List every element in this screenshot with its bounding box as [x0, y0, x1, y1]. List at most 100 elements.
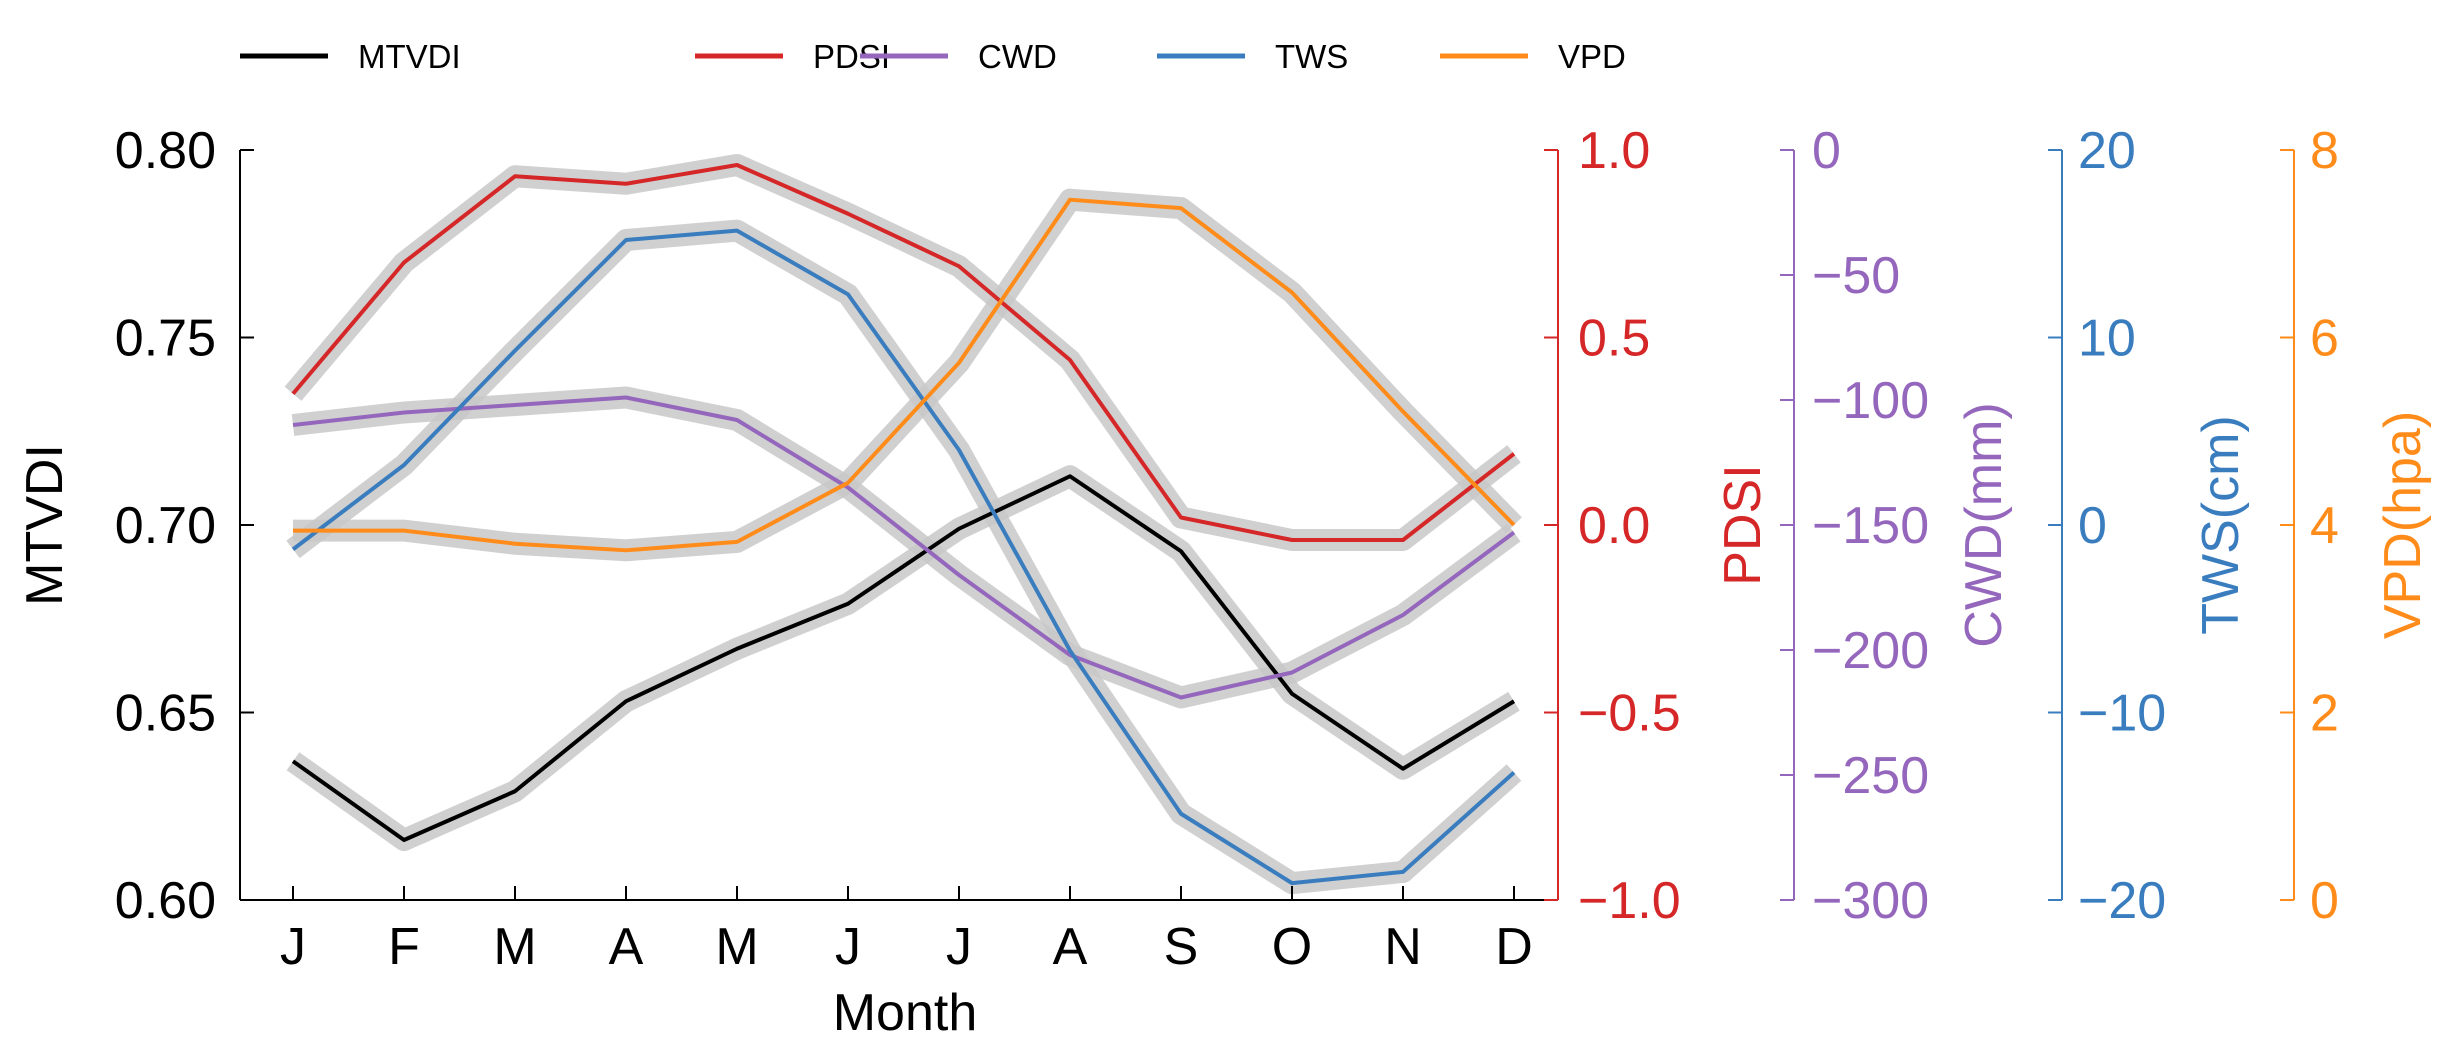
point-pdsi-11 — [1512, 452, 1516, 456]
point-cwd-0 — [291, 423, 295, 427]
y-tick-label-tws-1: −10 — [2078, 685, 2166, 743]
x-axis-title: Month — [833, 984, 978, 1042]
x-tick-label-3: A — [609, 918, 644, 976]
point-tws-11 — [1512, 771, 1516, 775]
y-axis-title-pdsi: PDSI — [1714, 464, 1772, 585]
point-mtvdi-9 — [1290, 692, 1294, 696]
point-vpd-2 — [513, 542, 517, 546]
y-tick-label-cwd-3: −150 — [1812, 497, 1929, 555]
point-vpd-11 — [1512, 523, 1516, 527]
point-mtvdi-4 — [735, 647, 739, 651]
y-tick-label-pdsi-3: 0.5 — [1578, 310, 1650, 368]
point-pdsi-10 — [1401, 538, 1405, 542]
point-vpd-0 — [291, 529, 295, 533]
point-pdsi-9 — [1290, 538, 1294, 542]
y-tick-label-cwd-1: −250 — [1812, 747, 1929, 805]
point-mtvdi-7 — [1068, 474, 1072, 478]
point-pdsi-1 — [402, 261, 406, 265]
x-tick-label-8: S — [1164, 918, 1199, 976]
chart-axes: 0.60 0.65 0.70 0.75 0.80 MTVDI J F M A M J J A S O N D Mon… — [16, 122, 2432, 1042]
x-tick-label-11: D — [1495, 918, 1533, 976]
point-cwd-10 — [1401, 613, 1405, 617]
x-tick-label-4: M — [715, 918, 758, 976]
point-mtvdi-5 — [846, 602, 850, 606]
uncertainty-bands — [284, 154, 1522, 895]
point-cwd-1 — [402, 411, 406, 415]
point-tws-0 — [291, 547, 295, 551]
chart-legend: MTVDI PDSI CWD TWS VPD — [240, 38, 1626, 75]
y-tick-label-cwd-6: 0 — [1812, 122, 1841, 180]
series-lines — [291, 163, 1516, 886]
y-tick-label-vpd-2: 4 — [2310, 497, 2339, 555]
point-pdsi-4 — [735, 163, 739, 167]
y-tick-label-mtvdi-3: 0.75 — [115, 310, 216, 368]
x-tick-label-7: A — [1053, 918, 1088, 976]
line-pdsi — [291, 163, 1516, 542]
point-pdsi-6 — [957, 264, 961, 268]
point-vpd-4 — [735, 540, 739, 544]
point-mtvdi-11 — [1512, 699, 1516, 703]
point-vpd-1 — [402, 529, 406, 533]
y-tick-label-mtvdi-2: 0.70 — [115, 497, 216, 555]
y-tick-label-vpd-4: 8 — [2310, 122, 2339, 180]
line-cwd — [292, 395, 1516, 700]
point-tws-5 — [846, 292, 850, 296]
point-mtvdi-8 — [1179, 549, 1183, 553]
line-tws — [291, 228, 1516, 886]
point-cwd-6 — [957, 573, 961, 577]
point-pdsi-8 — [1179, 516, 1183, 520]
x-tick-label-0: J — [280, 918, 306, 976]
legend-label-vpd: VPD — [1558, 38, 1626, 75]
point-vpd-5 — [846, 481, 850, 485]
y-tick-label-cwd-4: −100 — [1812, 372, 1929, 430]
legend-label-cwd: CWD — [978, 38, 1057, 75]
line-mtvdi — [291, 474, 1516, 842]
y-tick-label-pdsi-4: 1.0 — [1578, 122, 1650, 180]
point-pdsi-7 — [1068, 358, 1072, 362]
point-tws-2 — [513, 349, 517, 353]
y-tick-label-pdsi-2: 0.0 — [1578, 497, 1650, 555]
point-vpd-9 — [1290, 291, 1294, 295]
x-tick-label-6: J — [946, 918, 972, 976]
y-tick-label-mtvdi-4: 0.80 — [115, 122, 216, 180]
point-mtvdi-10 — [1401, 767, 1405, 771]
x-tick-label-10: N — [1384, 918, 1422, 976]
point-mtvdi-2 — [513, 789, 517, 793]
point-cwd-4 — [735, 418, 739, 422]
point-vpd-7 — [1068, 198, 1072, 202]
x-tick-label-9: O — [1272, 918, 1312, 976]
legend-label-mtvdi: MTVDI — [358, 38, 461, 75]
point-tws-8 — [1179, 812, 1183, 816]
point-cwd-2 — [513, 403, 517, 407]
y-tick-label-tws-0: −20 — [2078, 872, 2166, 930]
legend-label-tws: TWS — [1275, 38, 1348, 75]
y-tick-label-pdsi-0: −1.0 — [1578, 872, 1681, 930]
x-tick-label-2: M — [493, 918, 536, 976]
point-tws-1 — [402, 463, 406, 467]
point-vpd-3 — [624, 548, 628, 552]
point-mtvdi-0 — [291, 759, 295, 763]
point-pdsi-0 — [291, 392, 295, 396]
point-cwd-8 — [1179, 696, 1183, 700]
y-tick-label-pdsi-1: −0.5 — [1578, 685, 1681, 743]
point-cwd-3 — [624, 396, 628, 400]
y-tick-label-vpd-1: 2 — [2310, 685, 2339, 743]
point-cwd-5 — [846, 486, 850, 490]
y-tick-label-vpd-0: 0 — [2310, 872, 2339, 930]
y-tick-label-cwd-2: −200 — [1812, 622, 1929, 680]
y-tick-label-tws-3: 10 — [2078, 310, 2136, 368]
point-pdsi-5 — [846, 212, 850, 216]
point-vpd-6 — [957, 361, 961, 365]
point-tws-4 — [735, 229, 739, 233]
line-vpd — [293, 197, 1516, 553]
y-tick-label-cwd-5: −50 — [1812, 247, 1900, 305]
y-tick-label-mtvdi-0: 0.60 — [115, 872, 216, 930]
y-tick-label-tws-2: 0 — [2078, 497, 2107, 555]
point-tws-7 — [1068, 649, 1072, 653]
point-mtvdi-1 — [402, 838, 406, 842]
band-pdsi — [284, 154, 1521, 551]
point-tws-10 — [1401, 870, 1405, 874]
point-mtvdi-3 — [624, 699, 628, 703]
y-tick-label-cwd-0: −300 — [1812, 872, 1929, 930]
